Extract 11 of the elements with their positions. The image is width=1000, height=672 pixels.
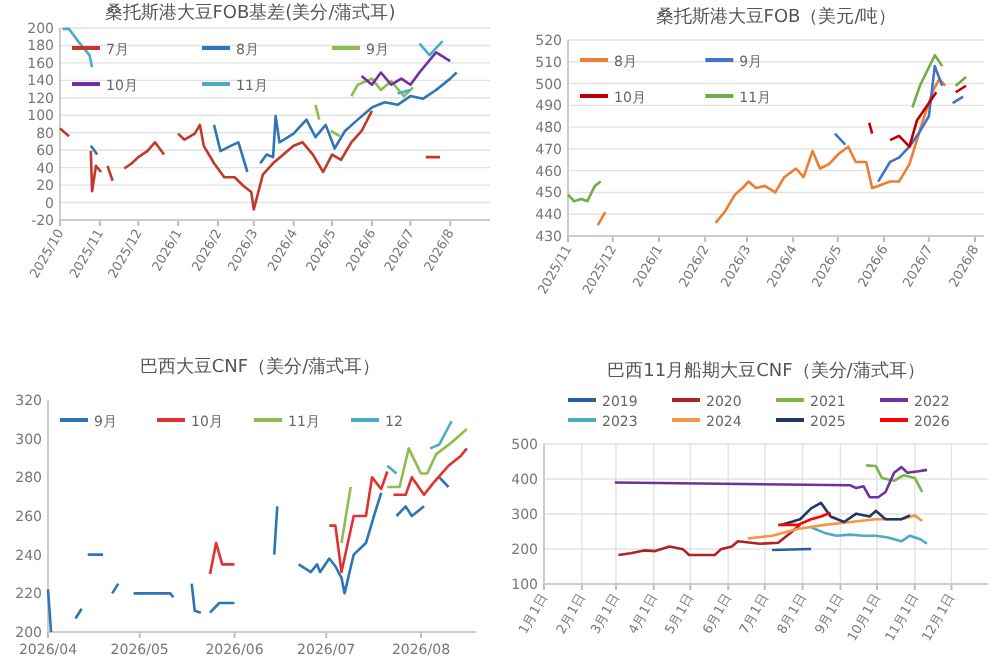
line-series [746,514,924,540]
line-series [617,523,802,557]
chart-title: 桑托斯港大豆FOB（美元/吨） [655,6,897,28]
line-series [613,465,929,499]
line-series [809,526,929,546]
line-series [780,501,912,527]
line-series [864,464,924,494]
chart-title: 巴西大豆CNF（美分/蒲式耳） [139,356,381,378]
line-series [776,511,832,527]
chart-title: 桑托斯港大豆FOB基差(美分/蒲式耳) [104,2,396,24]
chart-title: 巴西11月船期大豆CNF（美分/蒲式耳） [607,360,925,382]
